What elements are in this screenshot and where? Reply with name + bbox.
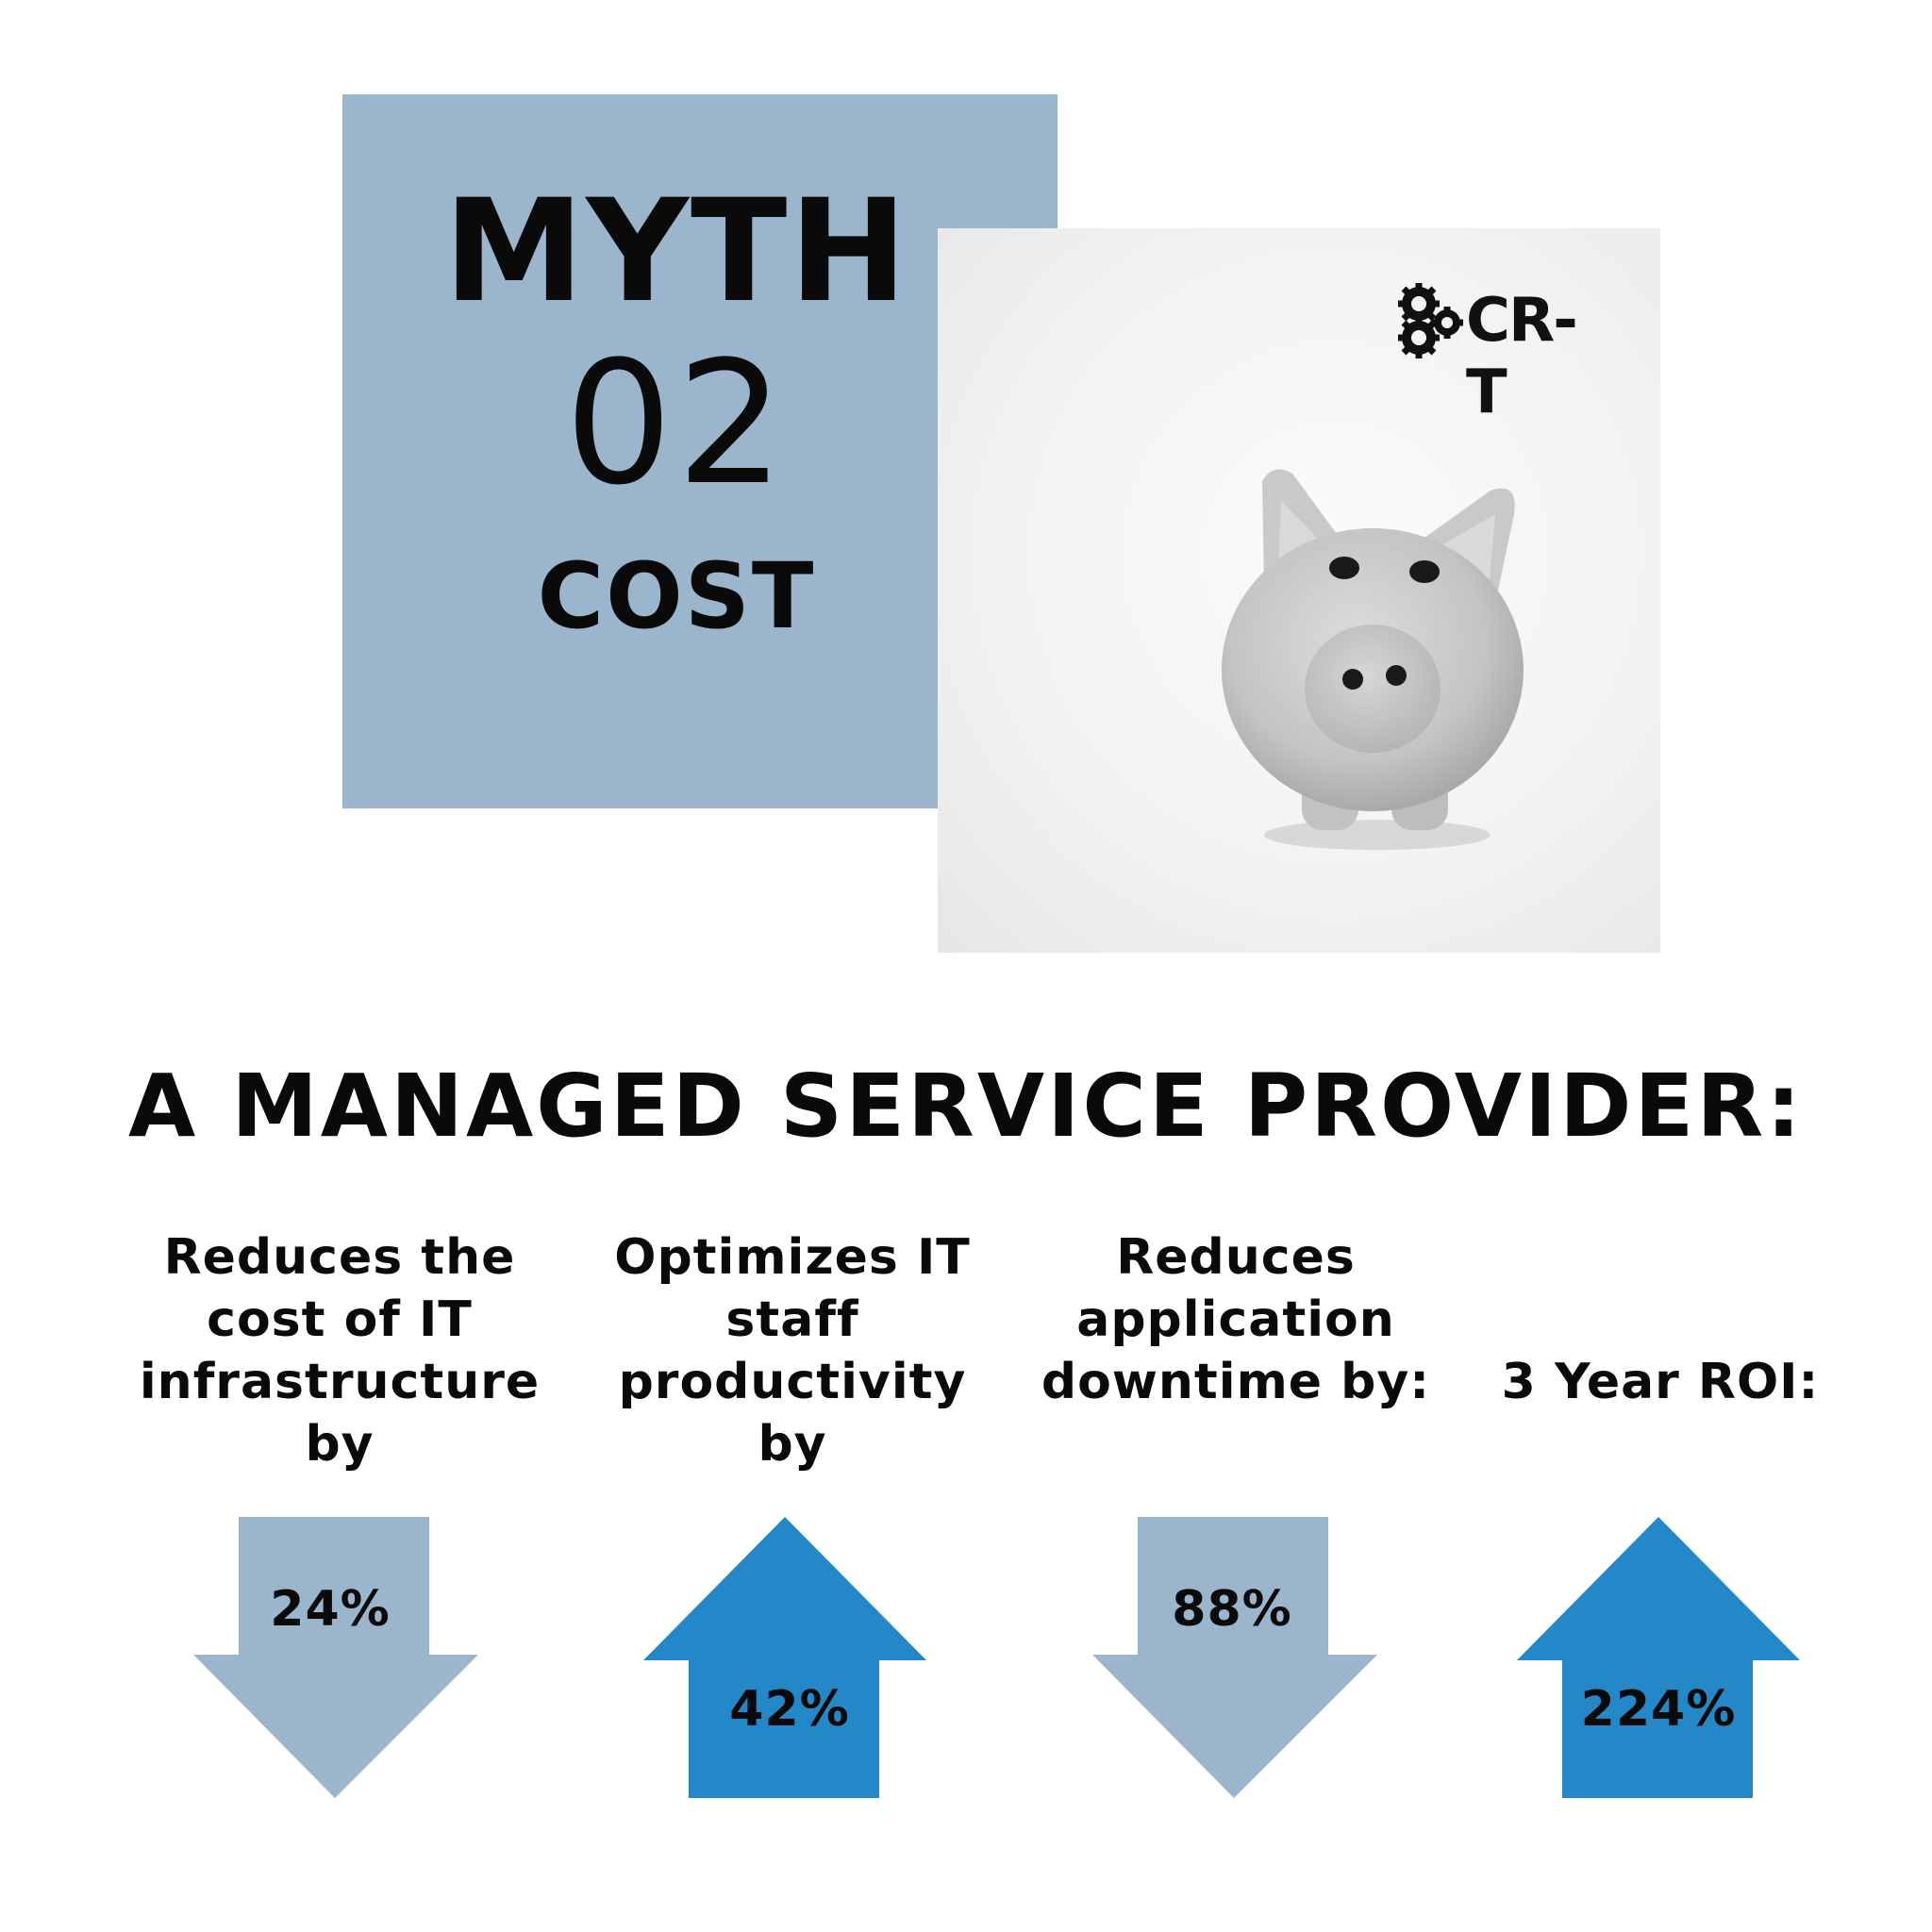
down-arrow-icon [1092,1517,1377,1798]
gears-icon [1398,283,1463,358]
stat-label-staff-productivity: Optimizes IT staff productivity by [614,1229,971,1473]
crt-logo: CR-T [1394,281,1602,427]
stat-label-roi: 3 Year ROI: [1501,1354,1820,1410]
up-arrow-icon [1517,1517,1800,1798]
myth-title: MYTH [443,170,909,334]
down-arrow-icon [193,1517,478,1798]
logo-text: CR-T [1466,286,1578,427]
piggy-bank-icon [1222,469,1524,850]
stat-value-staff-productivity: 42% [729,1681,850,1738]
myth-number: 02 [564,325,789,523]
myth-topic: COST [537,543,816,649]
up-arrow-icon [643,1517,926,1798]
stat-value-roi: 224% [1580,1681,1737,1738]
headline: A MANAGED SERVICE PROVIDER: [128,1056,1804,1157]
stat-value-infrastructure-cost: 24% [270,1581,391,1638]
stat-value-application-downtime: 88% [1172,1581,1292,1638]
stat-label-infrastructure-cost: Reduces the cost of IT infrastructure by [139,1229,541,1473]
stat-label-application-downtime: Reduces application downtime by: [1041,1229,1431,1410]
